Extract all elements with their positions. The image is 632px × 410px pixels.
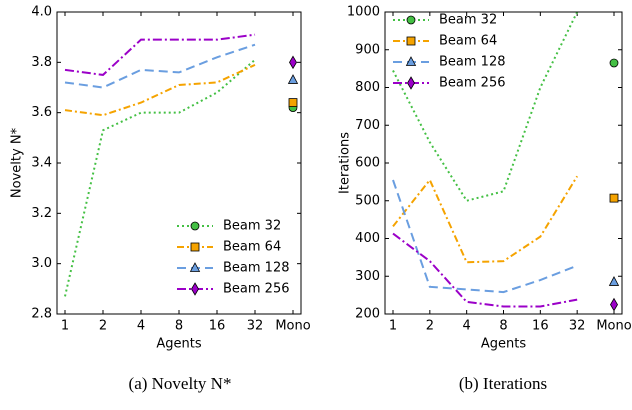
marker xyxy=(609,193,619,203)
x-tick-label: 1 xyxy=(61,319,69,334)
y-tick-label: 3.6 xyxy=(31,105,52,120)
y-tick-label: 3.4 xyxy=(31,156,52,171)
x-tick-label: 16 xyxy=(532,319,549,334)
x-axis-label: Agents xyxy=(156,337,201,352)
x-tick-label: 8 xyxy=(175,319,183,334)
x-tick-label: 4 xyxy=(463,319,471,334)
y-axis-label: Iterations xyxy=(338,132,353,194)
legend-label: Beam 64 xyxy=(223,240,281,255)
marker xyxy=(610,297,618,312)
marker xyxy=(191,282,199,296)
y-tick-label: 3.0 xyxy=(31,256,52,271)
legend-label: Beam 128 xyxy=(223,261,290,276)
y-tick-label: 200 xyxy=(355,307,380,322)
marker xyxy=(190,242,200,252)
legend-label: Beam 32 xyxy=(439,13,497,28)
marker xyxy=(287,74,299,84)
marker xyxy=(189,262,201,272)
marker xyxy=(190,221,200,231)
x-tick-label: 1 xyxy=(389,319,397,334)
y-tick-label: 700 xyxy=(355,118,380,133)
series-line xyxy=(64,43,256,89)
marker xyxy=(608,276,620,286)
series-line xyxy=(392,175,579,264)
y-tick-label: 800 xyxy=(355,80,380,95)
marker xyxy=(289,55,297,70)
marker xyxy=(406,36,416,46)
y-tick-label: 400 xyxy=(355,231,380,246)
x-tick-label: 2 xyxy=(99,319,107,334)
plot-frame xyxy=(384,11,623,315)
x-tick-label: 32 xyxy=(247,319,264,334)
y-tick-label: 3.8 xyxy=(31,55,52,70)
legend-label: Beam 256 xyxy=(439,76,506,91)
series-line xyxy=(392,232,578,308)
legend-label: Beam 64 xyxy=(439,34,497,49)
legend-label: Beam 128 xyxy=(439,55,506,70)
x-tick-label: 2 xyxy=(426,319,434,334)
series-line xyxy=(64,63,256,117)
plot-frame xyxy=(56,11,302,315)
marker xyxy=(407,76,415,90)
caption: (a) Novelty N* xyxy=(129,374,232,393)
caption: (b) Iterations xyxy=(459,374,547,393)
y-tick-label: 900 xyxy=(355,42,380,57)
series-line xyxy=(392,11,579,202)
marker xyxy=(609,58,619,68)
y-tick-label: 500 xyxy=(355,193,380,208)
marker xyxy=(405,56,417,66)
x-axis-label: Agents xyxy=(481,337,526,352)
y-tick-label: 1000 xyxy=(347,5,380,20)
legend-label: Beam 32 xyxy=(223,219,281,234)
marker xyxy=(288,98,298,107)
series-line xyxy=(64,33,256,76)
y-tick-label: 2.8 xyxy=(31,307,52,322)
y-tick-label: 300 xyxy=(355,269,380,284)
marker xyxy=(406,15,416,25)
series-line xyxy=(64,59,256,297)
x-tick-label: 32 xyxy=(569,319,586,334)
legend-label: Beam 256 xyxy=(223,282,290,297)
series-line xyxy=(392,179,578,294)
x-tick-label: 16 xyxy=(209,319,226,334)
y-tick-label: 600 xyxy=(355,156,380,171)
x-tick-label: 4 xyxy=(137,319,145,334)
x-tick-label: 8 xyxy=(499,319,507,334)
x-tick-label: Mono xyxy=(275,319,310,334)
x-tick-label: Mono xyxy=(596,319,631,334)
y-axis-label: Novelty N* xyxy=(10,127,25,198)
y-tick-label: 3.2 xyxy=(31,206,52,221)
y-tick-label: 4.0 xyxy=(31,5,52,20)
